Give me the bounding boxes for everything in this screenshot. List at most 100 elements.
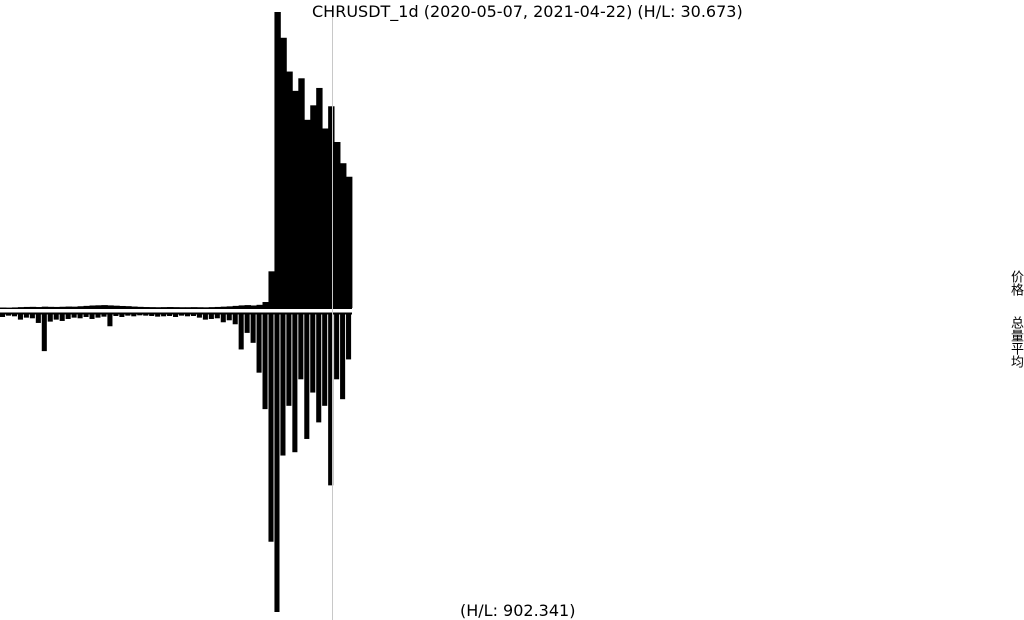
volume-bar <box>262 313 268 410</box>
price-bar <box>208 307 216 309</box>
price-bar <box>59 306 67 308</box>
volume-bar <box>101 313 107 317</box>
volume-bar <box>274 313 280 612</box>
volume-high-low-label: (H/L: 902.341) <box>460 601 576 620</box>
price-bar <box>155 307 162 309</box>
volume-bar <box>95 313 101 318</box>
price-bar <box>220 306 228 308</box>
volume-bar <box>29 313 35 319</box>
volume-bar <box>214 313 220 319</box>
price-bar <box>149 307 156 309</box>
price-bar <box>304 119 311 308</box>
volume-bar <box>17 313 23 320</box>
volume-bar <box>322 313 328 406</box>
volume-bar <box>202 313 208 320</box>
volume-bar <box>208 313 214 319</box>
price-axis-label: 价格 <box>1008 270 1023 296</box>
price-bar <box>137 306 144 308</box>
volume-bar <box>5 313 12 316</box>
price-bar <box>65 306 72 308</box>
volume-bar <box>161 313 167 317</box>
volume-bar <box>226 313 232 321</box>
volume-bar <box>149 313 155 316</box>
price-bar <box>346 176 353 308</box>
price-bar <box>77 306 84 308</box>
price-bar <box>286 71 293 308</box>
price-bar <box>292 90 299 308</box>
volume-bar <box>35 313 41 323</box>
volume-bar <box>244 313 250 333</box>
price-bar <box>17 307 25 309</box>
price-bar <box>202 307 210 309</box>
volume-bar <box>65 313 71 319</box>
volume-bar <box>77 313 83 319</box>
price-bar <box>244 305 251 308</box>
price-bar <box>71 306 78 308</box>
price-bar <box>35 307 43 309</box>
volume-bar <box>11 313 17 317</box>
price-bar <box>89 305 96 308</box>
volume-bar <box>125 313 131 316</box>
price-bar <box>340 163 347 308</box>
volume-bar <box>184 313 191 317</box>
price-bar <box>83 305 90 308</box>
price-bar <box>322 128 329 308</box>
price-bar <box>95 305 102 308</box>
volume-bar <box>238 313 244 350</box>
volume-bar <box>190 313 196 316</box>
price-bar <box>316 87 323 308</box>
volume-bar <box>304 313 310 439</box>
price-bar <box>274 12 281 308</box>
volume-axis-label: 总量平均 <box>1008 316 1023 368</box>
price-bar <box>328 106 335 308</box>
price-bar <box>173 307 180 309</box>
price-bar <box>143 307 150 309</box>
price-bar <box>250 305 257 308</box>
volume-bar <box>107 313 113 327</box>
volume-bar <box>196 313 202 318</box>
volume-bar <box>346 313 352 360</box>
volume-bar <box>167 313 173 316</box>
price-bar <box>238 305 246 308</box>
price-bar <box>232 305 240 308</box>
price-bar <box>334 142 341 308</box>
price-bar <box>53 306 61 308</box>
price-bar <box>113 305 120 308</box>
volume-bar <box>83 313 89 317</box>
price-bar <box>280 37 287 309</box>
volume-bar <box>143 313 149 316</box>
volume-bar <box>328 313 334 486</box>
volume-bar <box>310 313 316 393</box>
price-bar <box>23 306 31 308</box>
volume-bar <box>340 313 346 400</box>
volume-bar <box>23 313 29 318</box>
volume-bar <box>173 313 179 317</box>
volume-bar <box>298 313 304 380</box>
price-bar <box>196 307 204 309</box>
price-bar <box>41 306 49 308</box>
volume-bar <box>250 313 256 343</box>
volume-bar <box>137 313 143 316</box>
price-bar <box>178 307 186 309</box>
price-bar <box>226 306 234 308</box>
chart-title: CHRUSDT_1d (2020-05-07, 2021-04-22) (H/L… <box>312 2 743 21</box>
volume-bar <box>178 313 185 316</box>
volume-bar <box>268 313 274 542</box>
volume-bar <box>113 313 119 316</box>
volume-bar <box>256 313 262 373</box>
volume-bar <box>53 313 59 320</box>
price-bar <box>101 305 108 308</box>
price-bar <box>119 305 126 308</box>
price-bar <box>214 306 222 308</box>
price-bar <box>107 305 114 308</box>
price-bar <box>190 307 198 309</box>
price-bar <box>268 271 275 308</box>
price-bar <box>29 306 37 308</box>
volume-bar <box>71 313 77 318</box>
price-bar <box>167 307 174 309</box>
volume-bar <box>232 313 238 325</box>
volume-bar <box>316 313 322 423</box>
price-bar <box>161 307 168 309</box>
